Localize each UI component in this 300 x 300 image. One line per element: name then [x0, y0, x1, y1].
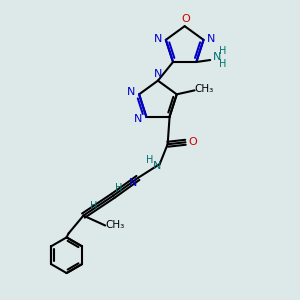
Text: H: H [219, 59, 227, 69]
Text: N: N [213, 52, 221, 62]
Text: N: N [134, 115, 142, 124]
Text: N: N [129, 178, 137, 188]
Text: N: N [207, 34, 216, 44]
Text: O: O [188, 137, 197, 147]
Text: O: O [181, 14, 190, 24]
Text: N: N [127, 87, 135, 97]
Text: H: H [219, 46, 227, 56]
Text: H: H [146, 155, 154, 165]
Text: CH₃: CH₃ [195, 84, 214, 94]
Text: H: H [116, 183, 123, 193]
Text: H: H [90, 201, 97, 211]
Text: N: N [154, 69, 162, 79]
Text: N: N [154, 34, 162, 44]
Text: N: N [152, 161, 161, 171]
Text: CH₃: CH₃ [106, 220, 125, 230]
